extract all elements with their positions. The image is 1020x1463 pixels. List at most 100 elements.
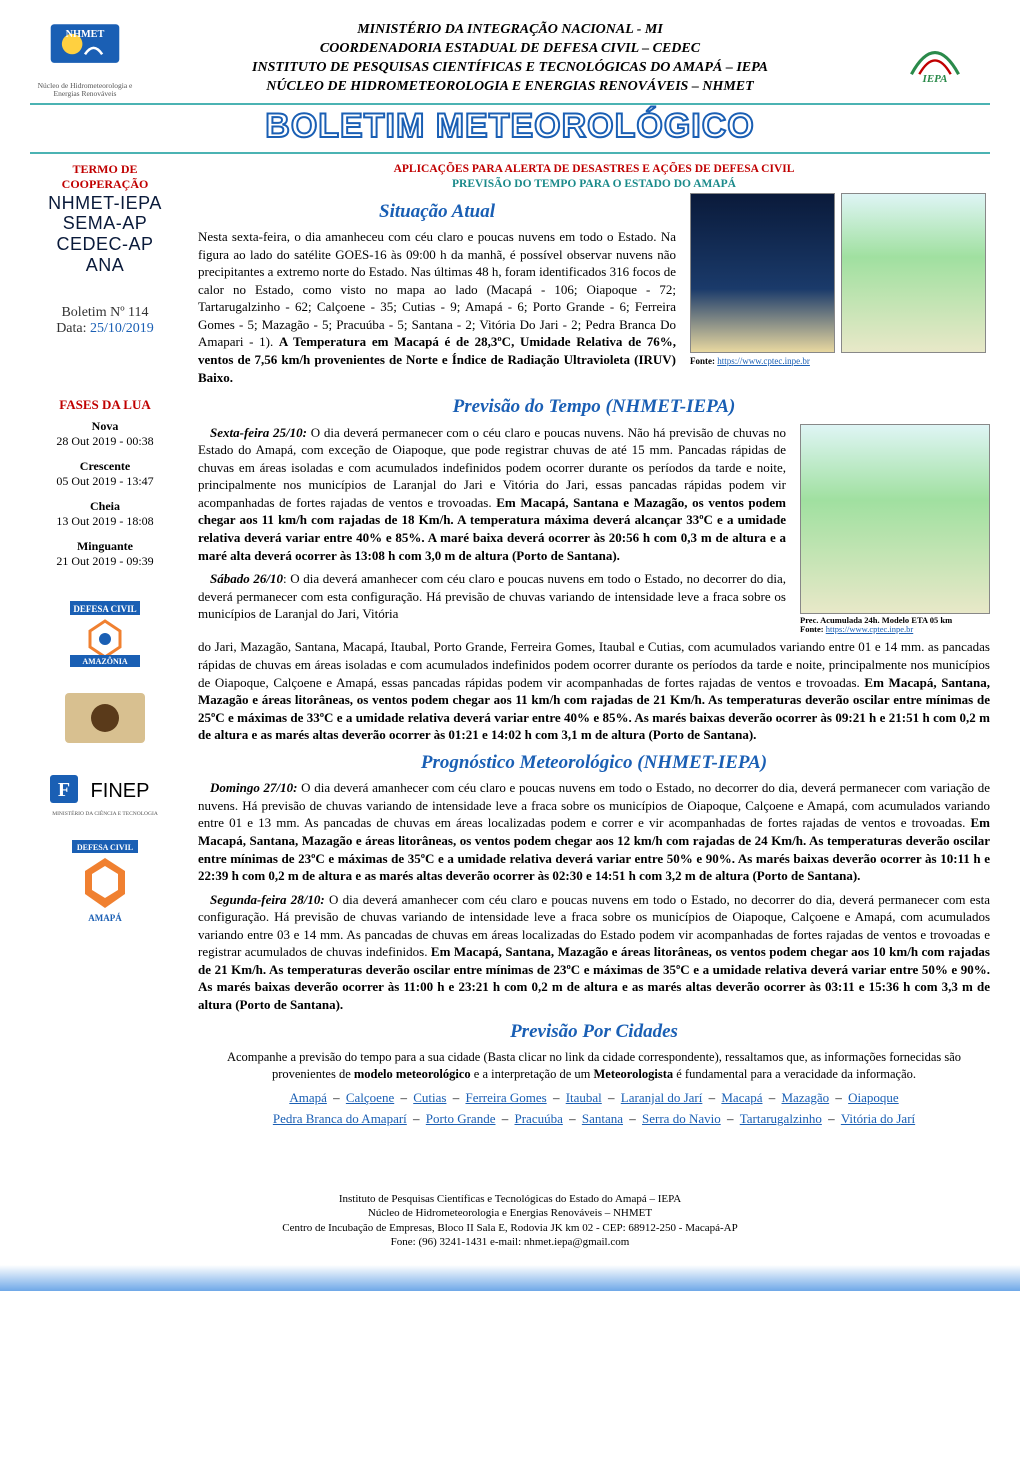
svg-text:NHMET: NHMET — [66, 29, 105, 40]
precip-map-image — [800, 424, 990, 614]
boletim-num: 114 — [128, 305, 148, 320]
fire-map-image — [841, 193, 986, 353]
city-link[interactable]: Serra do Navio — [642, 1111, 721, 1126]
data-label: Data: — [56, 321, 90, 336]
precip-map-caption: Prec. Acumulada 24h. Modelo ETA 05 km Fo… — [800, 616, 990, 635]
forecast-friday: Sexta-feira 25/10: O dia deverá permanec… — [198, 424, 786, 623]
city-link[interactable]: Cutias — [413, 1090, 446, 1105]
boletim-label: Boletim Nº — [61, 305, 128, 320]
forecast-saturday-cont: do Jari, Mazagão, Santana, Macapá, Itaub… — [198, 638, 990, 743]
svg-text:F: F — [58, 779, 70, 801]
separator: – — [566, 1111, 579, 1126]
separator: – — [766, 1090, 779, 1105]
separator: – — [397, 1090, 410, 1105]
precip-map-box: Prec. Acumulada 24h. Modelo ETA 05 km Fo… — [800, 424, 990, 635]
city-link[interactable]: Oiapoque — [848, 1090, 899, 1105]
sunday-label: Domingo 27/10: — [210, 780, 297, 795]
coop-slab-2: SEMA-AP — [30, 213, 180, 234]
bulletin-info: Boletim Nº 114 Data: 25/10/2019 — [30, 305, 180, 337]
separator: – — [626, 1111, 639, 1126]
city-link[interactable]: Porto Grande — [426, 1111, 496, 1126]
saturday-label: Sábado 26/10 — [210, 571, 283, 586]
data-value: 25/10/2019 — [90, 321, 154, 336]
header-line-4: NÚCLEO DE HIDROMETEOROLOGIA E ENERGIAS R… — [150, 78, 870, 97]
forecast-monday: Segunda-feira 28/10: O dia deverá amanhe… — [198, 891, 990, 1014]
city-link[interactable]: Pracuúba — [514, 1111, 562, 1126]
finep-logo: F FINEP MINISTÉRIO DA CIÊNCIA E TECNOLOG… — [30, 767, 180, 822]
moon-crescente: Crescente05 Out 2019 - 13:47 — [30, 459, 180, 489]
city-link[interactable]: Laranjal do Jarí — [621, 1090, 703, 1105]
iepa-logo: IEPA — [880, 31, 990, 88]
moon-nova: Nova28 Out 2019 - 00:38 — [30, 419, 180, 449]
separator: – — [825, 1111, 838, 1126]
city-link[interactable]: Tartarugalzinho — [740, 1111, 822, 1126]
cidades-intro: Acompanhe a previsão do tempo para a sua… — [198, 1049, 990, 1083]
moon-title: FASES DA LUA — [30, 397, 180, 413]
separator: – — [449, 1090, 462, 1105]
alert-line-teal: PREVISÃO DO TEMPO PARA O ESTADO DO AMAPÁ — [198, 177, 990, 193]
sunday-text: O dia deverá amanhecer com céu claro e p… — [198, 780, 990, 830]
footer-line-4: Fone: (96) 3241-1431 e-mail: nhmet.iepa@… — [30, 1235, 990, 1249]
moon-cheia: Cheia13 Out 2019 - 18:08 — [30, 499, 180, 529]
separator: – — [330, 1090, 343, 1105]
city-link[interactable]: Santana — [582, 1111, 623, 1126]
separator: – — [605, 1090, 618, 1105]
alert-line-red: APLICAÇÕES PARA ALERTA DE DESASTRES E AÇ… — [198, 162, 990, 178]
separator: – — [410, 1111, 423, 1126]
coop-slab-1: NHMET-IEPA — [30, 193, 180, 214]
partner-logo-2 — [30, 683, 180, 753]
svg-text:AMAZÔNIA: AMAZÔNIA — [82, 656, 128, 666]
cooperation-block: TERMO DE COOPERAÇÃO NHMET-IEPA SEMA-AP C… — [30, 162, 180, 276]
footer-line-2: Núcleo de Hidrometeorologia e Energias R… — [30, 1206, 990, 1220]
satellite-source-link[interactable]: https://www.cptec.inpe.br — [717, 356, 810, 366]
city-links-row-1: Amapá – Calçoene – Cutias – Ferreira Gom… — [198, 1089, 990, 1107]
separator: – — [550, 1090, 563, 1105]
separator: – — [498, 1111, 511, 1126]
city-link[interactable]: Vitória do Jarí — [841, 1111, 915, 1126]
svg-text:IEPA: IEPA — [922, 73, 948, 85]
satellite-images: Fonte: https://www.cptec.inpe.br — [690, 193, 990, 367]
satellite-image-1 — [690, 193, 835, 353]
situacao-block: Situação Atual Nesta sexta-feira, o dia … — [198, 193, 676, 387]
svg-text:DEFESA CIVIL: DEFESA CIVIL — [73, 604, 136, 614]
city-link[interactable]: Pedra Branca do Amaparí — [273, 1111, 407, 1126]
precip-map-source-link[interactable]: https://www.cptec.inpe.br — [826, 624, 914, 634]
header-line-1: MINISTÉRIO DA INTEGRAÇÃO NACIONAL - MI — [150, 21, 870, 40]
sidebar: TERMO DE COOPERAÇÃO NHMET-IEPA SEMA-AP C… — [30, 162, 180, 1132]
satellite-source: Fonte: https://www.cptec.inpe.br — [690, 355, 990, 367]
monday-label: Segunda-feira 28/10: — [210, 892, 325, 907]
separator: – — [705, 1090, 718, 1105]
city-link[interactable]: Ferreira Gomes — [465, 1090, 546, 1105]
header-line-2: COORDENADORIA ESTADUAL DE DEFESA CIVIL –… — [150, 40, 870, 59]
moon-minguante: Minguante21 Out 2019 - 09:39 — [30, 539, 180, 569]
footer: Instituto de Pesquisas Científicas e Tec… — [30, 1192, 990, 1249]
footer-line-1: Instituto de Pesquisas Científicas e Tec… — [30, 1192, 990, 1206]
moon-phases: FASES DA LUA Nova28 Out 2019 - 00:38 Cre… — [30, 397, 180, 569]
nhmet-logo: NHMET Núcleo de Hidrometeorologia e Ener… — [30, 20, 140, 99]
city-link[interactable]: Macapá — [721, 1090, 762, 1105]
situacao-title: Situação Atual — [198, 199, 676, 225]
city-link[interactable]: Calçoene — [346, 1090, 394, 1105]
separator: – — [724, 1111, 737, 1126]
coop-slab-4: ANA — [30, 255, 180, 276]
city-link[interactable]: Amapá — [289, 1090, 327, 1105]
city-links-row-2: Pedra Branca do Amaparí – Porto Grande –… — [198, 1110, 990, 1128]
termo-label-2: COOPERAÇÃO — [30, 177, 180, 193]
city-link[interactable]: Mazagão — [782, 1090, 830, 1105]
prognostico-title: Prognóstico Meteorológico (NHMET-IEPA) — [198, 750, 990, 776]
svg-text:DEFESA CIVIL: DEFESA CIVIL — [77, 843, 133, 852]
footer-line-3: Centro de Incubação de Empresas, Bloco I… — [30, 1221, 990, 1235]
saturday-text-1: : O dia deverá amanhecer com céu claro e… — [198, 571, 786, 621]
banner-title: BOLETIM METEOROLÓGICO — [30, 107, 990, 146]
banner: BOLETIM METEOROLÓGICO — [30, 103, 990, 154]
main-content: APLICAÇÕES PARA ALERTA DE DESASTRES E AÇ… — [198, 162, 990, 1132]
termo-label-1: TERMO DE — [30, 162, 180, 178]
footer-gradient-bar — [0, 1265, 1020, 1291]
document-header: NHMET Núcleo de Hidrometeorologia e Ener… — [30, 20, 990, 99]
forecast-sunday: Domingo 27/10: O dia deverá amanhecer co… — [198, 779, 990, 884]
situacao-body: Nesta sexta-feira, o dia amanheceu com c… — [198, 229, 676, 349]
previsao-title: Previsão do Tempo (NHMET-IEPA) — [198, 394, 990, 420]
city-link[interactable]: Itaubal — [566, 1090, 602, 1105]
header-titles: MINISTÉRIO DA INTEGRAÇÃO NACIONAL - MI C… — [150, 21, 870, 97]
nhmet-logo-caption: Núcleo de Hidrometeorologia e Energias R… — [30, 82, 140, 99]
